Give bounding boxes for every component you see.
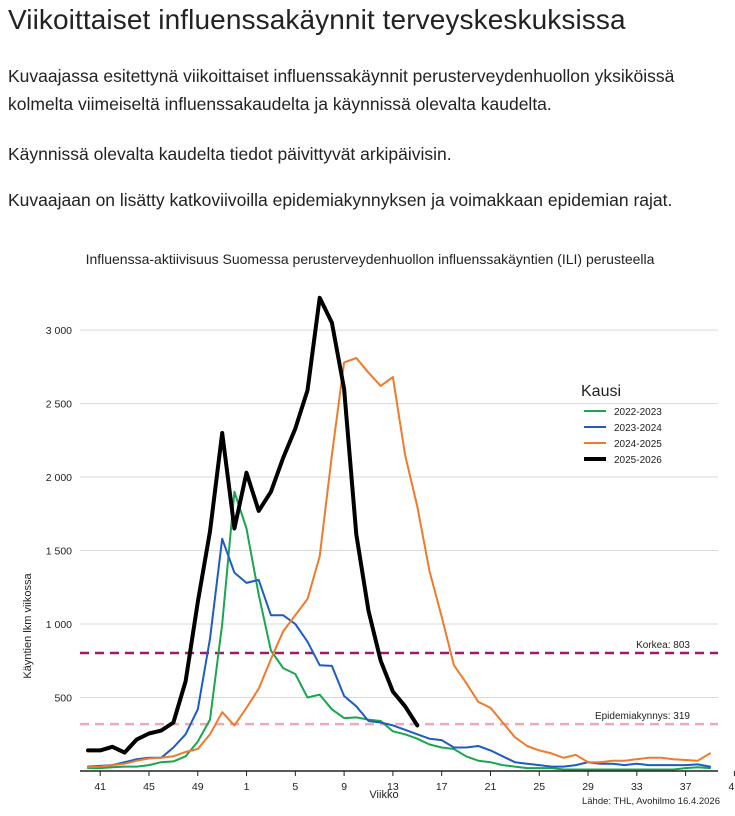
series-line xyxy=(86,295,420,755)
page-title: Viikoittaiset influenssakäynnit terveysk… xyxy=(8,4,626,35)
x-axis-label: Viikko xyxy=(369,789,398,801)
y-tick-label: 2 000 xyxy=(46,472,72,484)
x-tick-label: 45 xyxy=(143,781,155,793)
threshold-lines: Korkea: 803 Epidemiakynnys: 319 xyxy=(80,640,718,726)
legend-label: 2025-2026 xyxy=(614,455,662,466)
y-tick-label: 1 500 xyxy=(46,546,72,558)
legend-label: 2023-2024 xyxy=(614,423,662,434)
y-tick-label: 2 500 xyxy=(46,399,72,411)
chart-title: Influenssa-aktiivisuus Suomessa peruster… xyxy=(86,251,655,267)
y-tick-label: 500 xyxy=(54,693,72,705)
axes: 500 1 000 1 500 2 000 2 500 3 000 41 45 49 1 5 9 13 1… xyxy=(46,325,735,793)
x-tick-label: 29 xyxy=(582,781,594,793)
series-line xyxy=(87,357,711,769)
x-tick-label: 1 xyxy=(244,781,250,793)
legend-label: 2024-2025 xyxy=(614,439,662,450)
y-axis-label: Käyntien lkm viikossa xyxy=(22,573,34,679)
x-tick-label: 21 xyxy=(485,781,497,793)
gridlines xyxy=(80,329,718,699)
update-note-paragraph: Käynnissä olevalta kaudelta tiedot päivi… xyxy=(8,144,452,164)
x-tick-label: 49 xyxy=(192,781,204,793)
x-tick-label: 25 xyxy=(533,781,545,793)
x-tick-label: 17 xyxy=(436,781,448,793)
x-tick-label: 37 xyxy=(680,781,692,793)
y-tick-label: 1 000 xyxy=(46,619,72,631)
x-tick-label: 41 xyxy=(94,781,106,793)
series-line xyxy=(87,537,711,768)
x-tick-label: 9 xyxy=(341,781,347,793)
x-tick-label: 13 xyxy=(387,781,399,793)
legend-label: 2022-2023 xyxy=(614,407,662,418)
legend-title: Kausi xyxy=(581,383,621,400)
series-lines xyxy=(86,295,711,771)
threshold-note-paragraph: Kuvaajaan on lisätty katkoviivoilla epid… xyxy=(8,190,673,210)
x-tick-label: 5 xyxy=(292,781,298,793)
source-note: Lähde: THL, Avohilmo 16.4.2026 xyxy=(582,796,720,807)
y-tick-label: 3 000 xyxy=(46,325,72,337)
threshold-label: Korkea: 803 xyxy=(636,640,690,651)
series-line xyxy=(87,490,711,771)
x-tick-label: 33 xyxy=(631,781,643,793)
influenza-chart: Influenssa-aktiivisuus Suomessa peruster… xyxy=(22,251,735,807)
intro-paragraph: Kuvaajassa esitettynä viikoittaiset infl… xyxy=(8,66,675,114)
threshold-label: Epidemiakynnys: 319 xyxy=(595,711,690,722)
x-tick-label: 41 xyxy=(729,781,735,793)
legend: Kausi 2022-2023 2023-2024 2024-2025 2025-20… xyxy=(581,383,662,466)
